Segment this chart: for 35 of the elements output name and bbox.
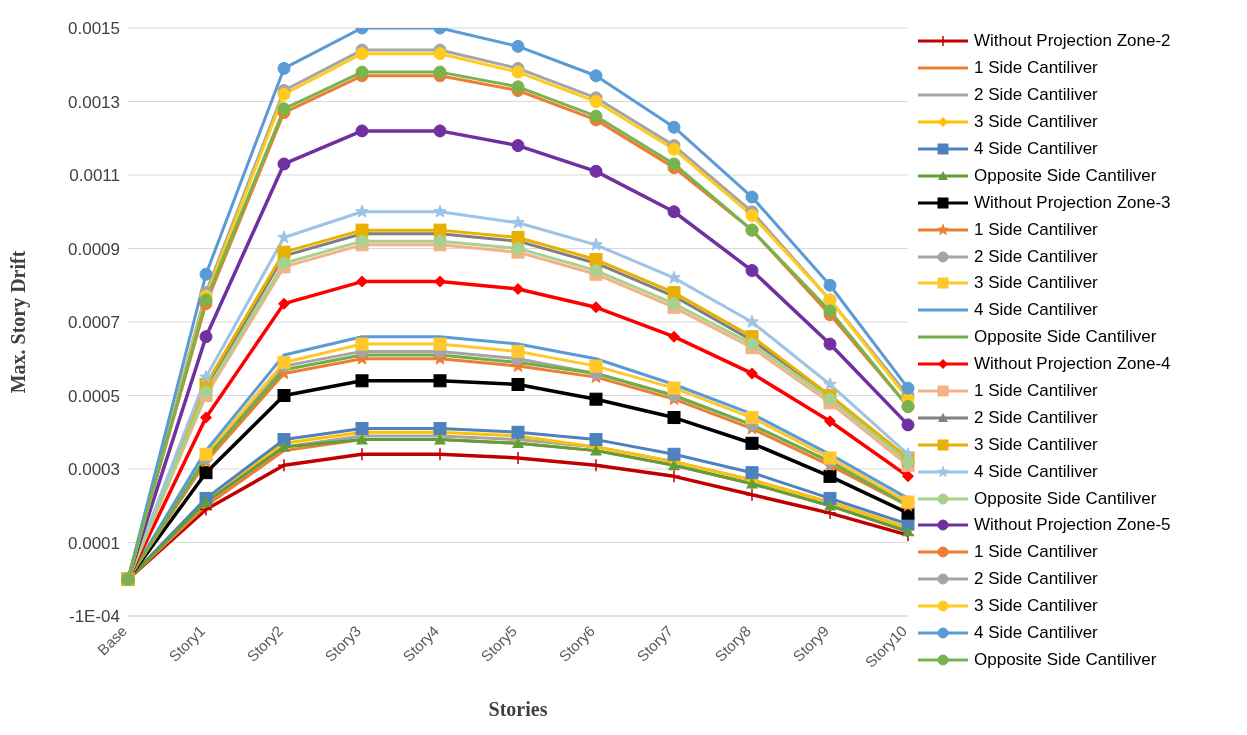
legend-label: 3 Side Cantiliver — [974, 434, 1098, 455]
legend-label: Opposite Side Cantiliver — [974, 165, 1157, 186]
y-tick-label: 0.0005 — [68, 386, 120, 406]
legend-label: Opposite Side Cantiliver — [974, 327, 1157, 348]
legend-label: 2 Side Cantiliver — [974, 569, 1098, 590]
legend-label: Without Projection Zone-3 — [974, 192, 1171, 213]
y-tick-label: 0.0013 — [68, 92, 120, 112]
legend-label: 1 Side Cantiliver — [974, 219, 1098, 240]
legend-label: Without Projection Zone-2 — [974, 31, 1171, 52]
y-tick-label: -1E-04 — [68, 607, 120, 627]
y-tick-label: 0.0001 — [68, 533, 120, 553]
legend-label: 1 Side Cantiliver — [974, 542, 1098, 563]
legend-label: 2 Side Cantiliver — [974, 85, 1098, 106]
y-axis-title: Max. Story Drift — [7, 250, 31, 394]
legend-label: Opposite Side Cantiliver — [974, 488, 1157, 509]
legend-label: 4 Side Cantiliver — [974, 623, 1098, 644]
y-tick-label: 0.0007 — [68, 313, 120, 333]
legend-label: 4 Side Cantiliver — [974, 461, 1098, 482]
legend-label: 4 Side Cantiliver — [974, 300, 1098, 321]
x-axis-title: Stories — [488, 698, 548, 720]
legend-label: Without Projection Zone-4 — [974, 354, 1171, 375]
legend-label: 2 Side Cantiliver — [974, 407, 1098, 428]
legend-label: 3 Side Cantiliver — [974, 273, 1098, 294]
legend-label: 1 Side Cantiliver — [974, 58, 1098, 79]
legend-label: Opposite Side Cantiliver — [974, 649, 1157, 670]
legend-label: 3 Side Cantiliver — [974, 596, 1098, 617]
y-tick-label: 0.0003 — [68, 460, 120, 480]
legend-label: 2 Side Cantiliver — [974, 246, 1098, 267]
y-tick-label: 0.0011 — [69, 166, 120, 186]
legend-label: 1 Side Cantiliver — [974, 381, 1098, 402]
legend-label: 4 Side Cantiliver — [974, 139, 1098, 159]
y-tick-label: 0.0009 — [68, 239, 120, 259]
legend-label: 3 Side Cantiliver — [974, 112, 1098, 133]
y-tick-label: 0.0015 — [68, 19, 120, 39]
legend-label: Without Projection Zone-5 — [974, 515, 1171, 536]
